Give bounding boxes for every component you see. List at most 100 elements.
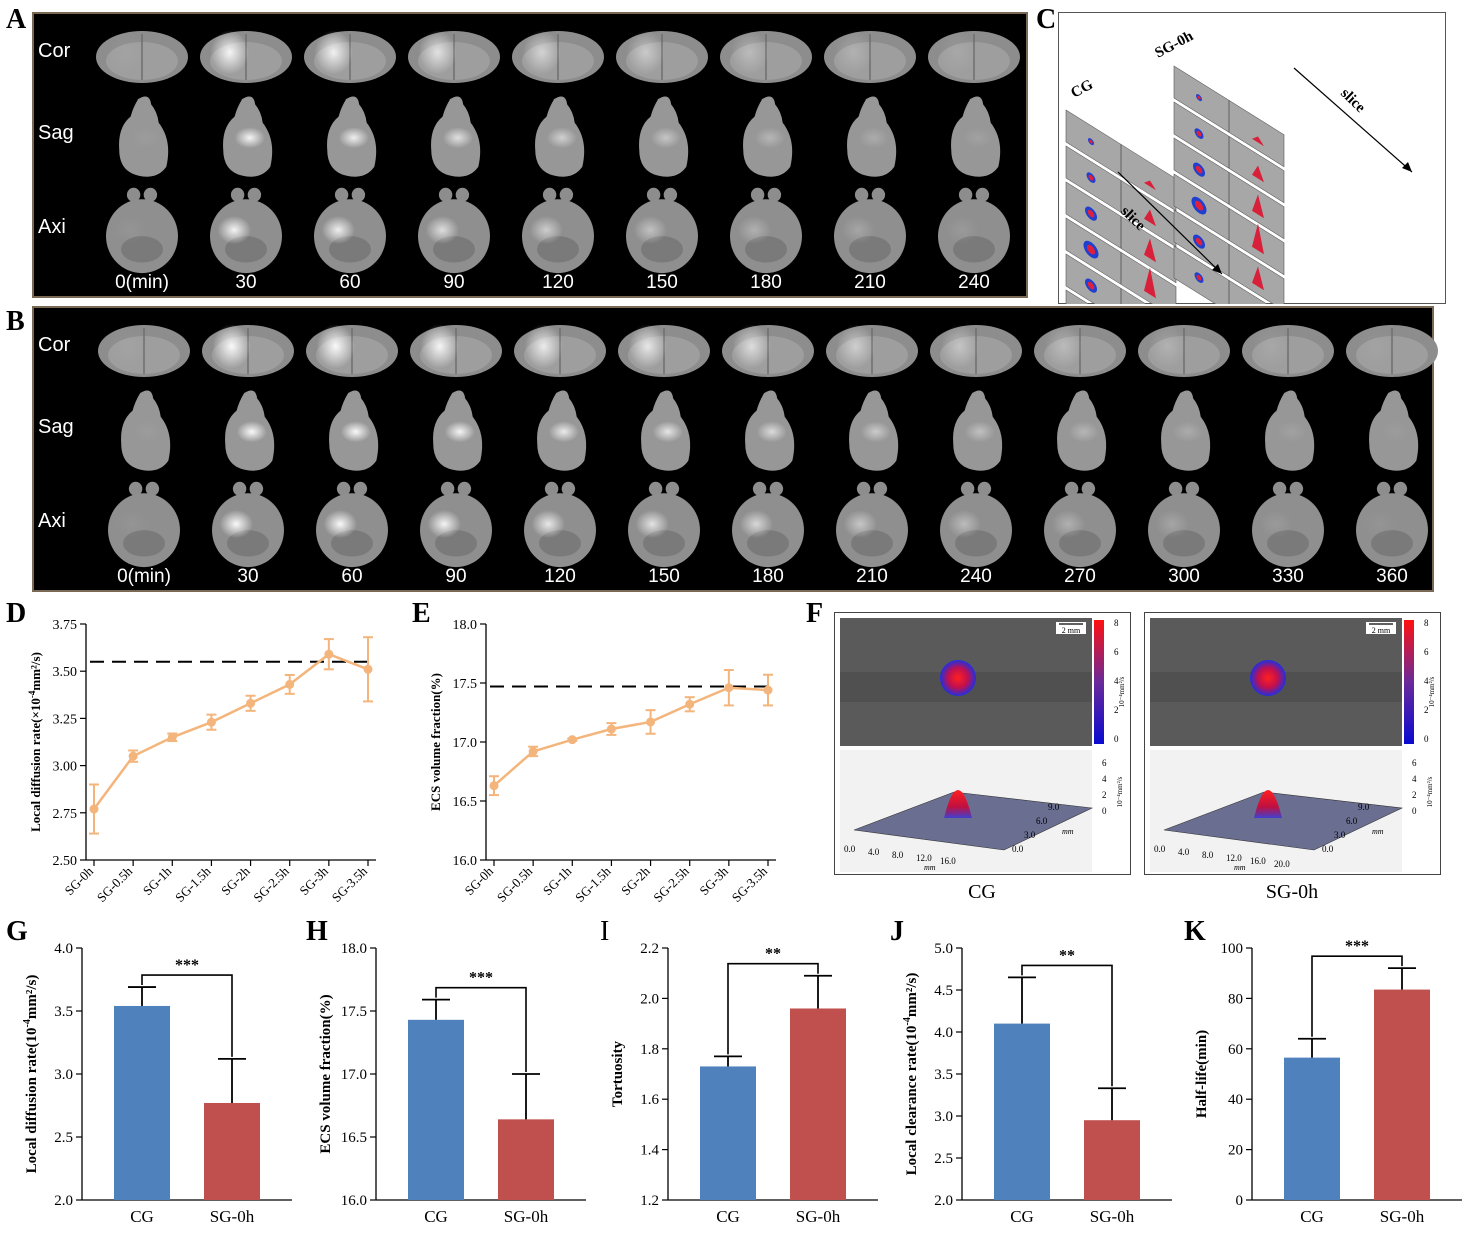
tracer-signal <box>529 215 564 245</box>
diffusion-peak <box>1252 223 1264 255</box>
plot3d-x-tick: 0.0 <box>844 844 856 854</box>
plot3d-y-tick: 3.0 <box>1334 830 1346 840</box>
data-point <box>606 724 616 734</box>
data-point <box>324 649 334 659</box>
diffusion-peak <box>1144 267 1156 299</box>
mri-axi-8 <box>934 480 1018 573</box>
olfactory-left <box>230 187 245 202</box>
tracer-signal <box>1155 509 1190 539</box>
plot3d-surface <box>1163 791 1404 851</box>
chart-h: 16.0 16.5 17.0 17.5 18.0 CG SG-0h *** ECS volume… <box>318 941 586 1226</box>
data-point <box>567 735 577 745</box>
olfactory-left <box>1272 481 1287 496</box>
x-tick-label: SG-1h <box>140 863 175 898</box>
plot3d-z-tick: 2 <box>1412 790 1417 800</box>
olfactory-left <box>440 481 455 496</box>
mri-cor-8 <box>926 28 1022 91</box>
mri-cor-6 <box>720 322 816 385</box>
olfactory-right <box>353 481 368 496</box>
tracer-signal <box>1380 421 1411 443</box>
mri-cor-0 <box>94 28 190 91</box>
mri-cor-3 <box>408 322 504 385</box>
mri-cor-2 <box>304 322 400 385</box>
panel-label-i: I <box>600 916 610 947</box>
tracer-signal <box>444 421 475 443</box>
tracer-signal <box>234 127 265 149</box>
diffusion-core <box>1088 174 1094 181</box>
y-tick-label: 16.0 <box>453 854 478 869</box>
plot3d-x-tick: 4.0 <box>868 847 880 857</box>
plot3d-y-unit: mm <box>1372 827 1384 836</box>
y-tick-label: 2.0 <box>640 991 659 1007</box>
plot3d-y-tick: 6.0 <box>1346 816 1358 826</box>
plot3d-x-tick: 0.0 <box>1154 844 1166 854</box>
chart-i: 1.2 1.4 1.6 1.8 2.0 2.2 CG SG-0h ** Tortuosity <box>610 941 878 1226</box>
plot3d-x-tick: 4.0 <box>1178 847 1190 857</box>
tracer-signal <box>340 421 371 443</box>
y-tick-label: 4.0 <box>934 1025 953 1041</box>
olfactory-left <box>128 481 143 496</box>
tracer-signal <box>732 324 771 369</box>
plot3d-x-tick: 20.0 <box>1274 859 1290 869</box>
panel-label-h: H <box>306 916 328 947</box>
data-point <box>685 699 695 709</box>
tracer-signal <box>1363 509 1398 539</box>
x-tick-label: SG-1h <box>540 863 575 898</box>
olfactory-left <box>958 187 973 202</box>
tracer-signal <box>321 215 356 245</box>
mri-panel-a: Cor Sag Axi 0(min) 30 60 90 120 150 180 210 240 <box>32 12 1028 298</box>
y-tick-label: 80 <box>1228 991 1243 1007</box>
y-tick-label: 5.0 <box>934 941 953 957</box>
y-tick-label: 4.5 <box>934 983 953 999</box>
bar-cg <box>994 1023 1050 1200</box>
mri-cor-4 <box>512 322 608 385</box>
mri-sag-4 <box>520 92 596 185</box>
diffusion-core <box>1087 281 1095 290</box>
x-tick-label: SG-3.5h <box>329 863 371 905</box>
mri-axi-3 <box>414 480 498 573</box>
data-point <box>206 717 216 727</box>
time-label: 60 <box>339 272 361 293</box>
mri-panel-b: Cor Sag Axi 0(min) 30 60 90 120 150 180 210 240 270 3… <box>32 306 1438 592</box>
olfactory-right <box>663 187 678 202</box>
row-label-sag: Sag <box>38 416 74 438</box>
tracer-signal <box>1068 421 1099 443</box>
row-label-axi: Axi <box>38 510 66 532</box>
tracer-signal <box>130 127 161 149</box>
y-tick-label: 3.50 <box>53 665 78 680</box>
time-label: 150 <box>648 566 680 587</box>
olfactory-left <box>126 187 141 202</box>
mri-axi-4 <box>518 480 602 573</box>
data-point <box>763 685 773 695</box>
olfactory-right <box>665 481 680 496</box>
y-axis-label: Tortuosity <box>610 1040 626 1107</box>
time-label: 270 <box>1064 566 1096 587</box>
time-label: 120 <box>542 272 574 293</box>
y-tick-label: 4.0 <box>54 941 73 957</box>
tracer-signal <box>947 509 982 539</box>
mri-axi-6 <box>724 186 808 279</box>
mri-cor-7 <box>822 28 918 91</box>
plot3d-y-tick: 9.0 <box>1358 802 1370 812</box>
olfactory-right <box>871 187 886 202</box>
tracer-signal <box>338 127 369 149</box>
tracer-signal <box>635 509 670 539</box>
olfactory-left <box>646 187 661 202</box>
colorbar <box>1094 620 1104 744</box>
olfactory-left <box>334 187 349 202</box>
y-tick-label: 18.0 <box>341 941 367 957</box>
olfactory-right <box>247 187 262 202</box>
y-tick-label: 16.0 <box>341 1193 367 1209</box>
y-tick-label: 17.5 <box>453 677 478 692</box>
mri-axi-3 <box>412 186 496 279</box>
significance-marker: ** <box>765 946 781 963</box>
mri-axi-9 <box>1038 480 1122 573</box>
scalebar-box <box>1056 622 1086 634</box>
mri-cor-1 <box>200 322 296 385</box>
x-tick-label: SG-3h <box>296 863 331 898</box>
y-tick-label: 3.25 <box>53 712 78 727</box>
mri-sag-8 <box>938 386 1014 479</box>
mri-sag-12 <box>1354 386 1430 479</box>
diffusion-core <box>1086 244 1096 255</box>
tracer-signal <box>938 30 977 75</box>
